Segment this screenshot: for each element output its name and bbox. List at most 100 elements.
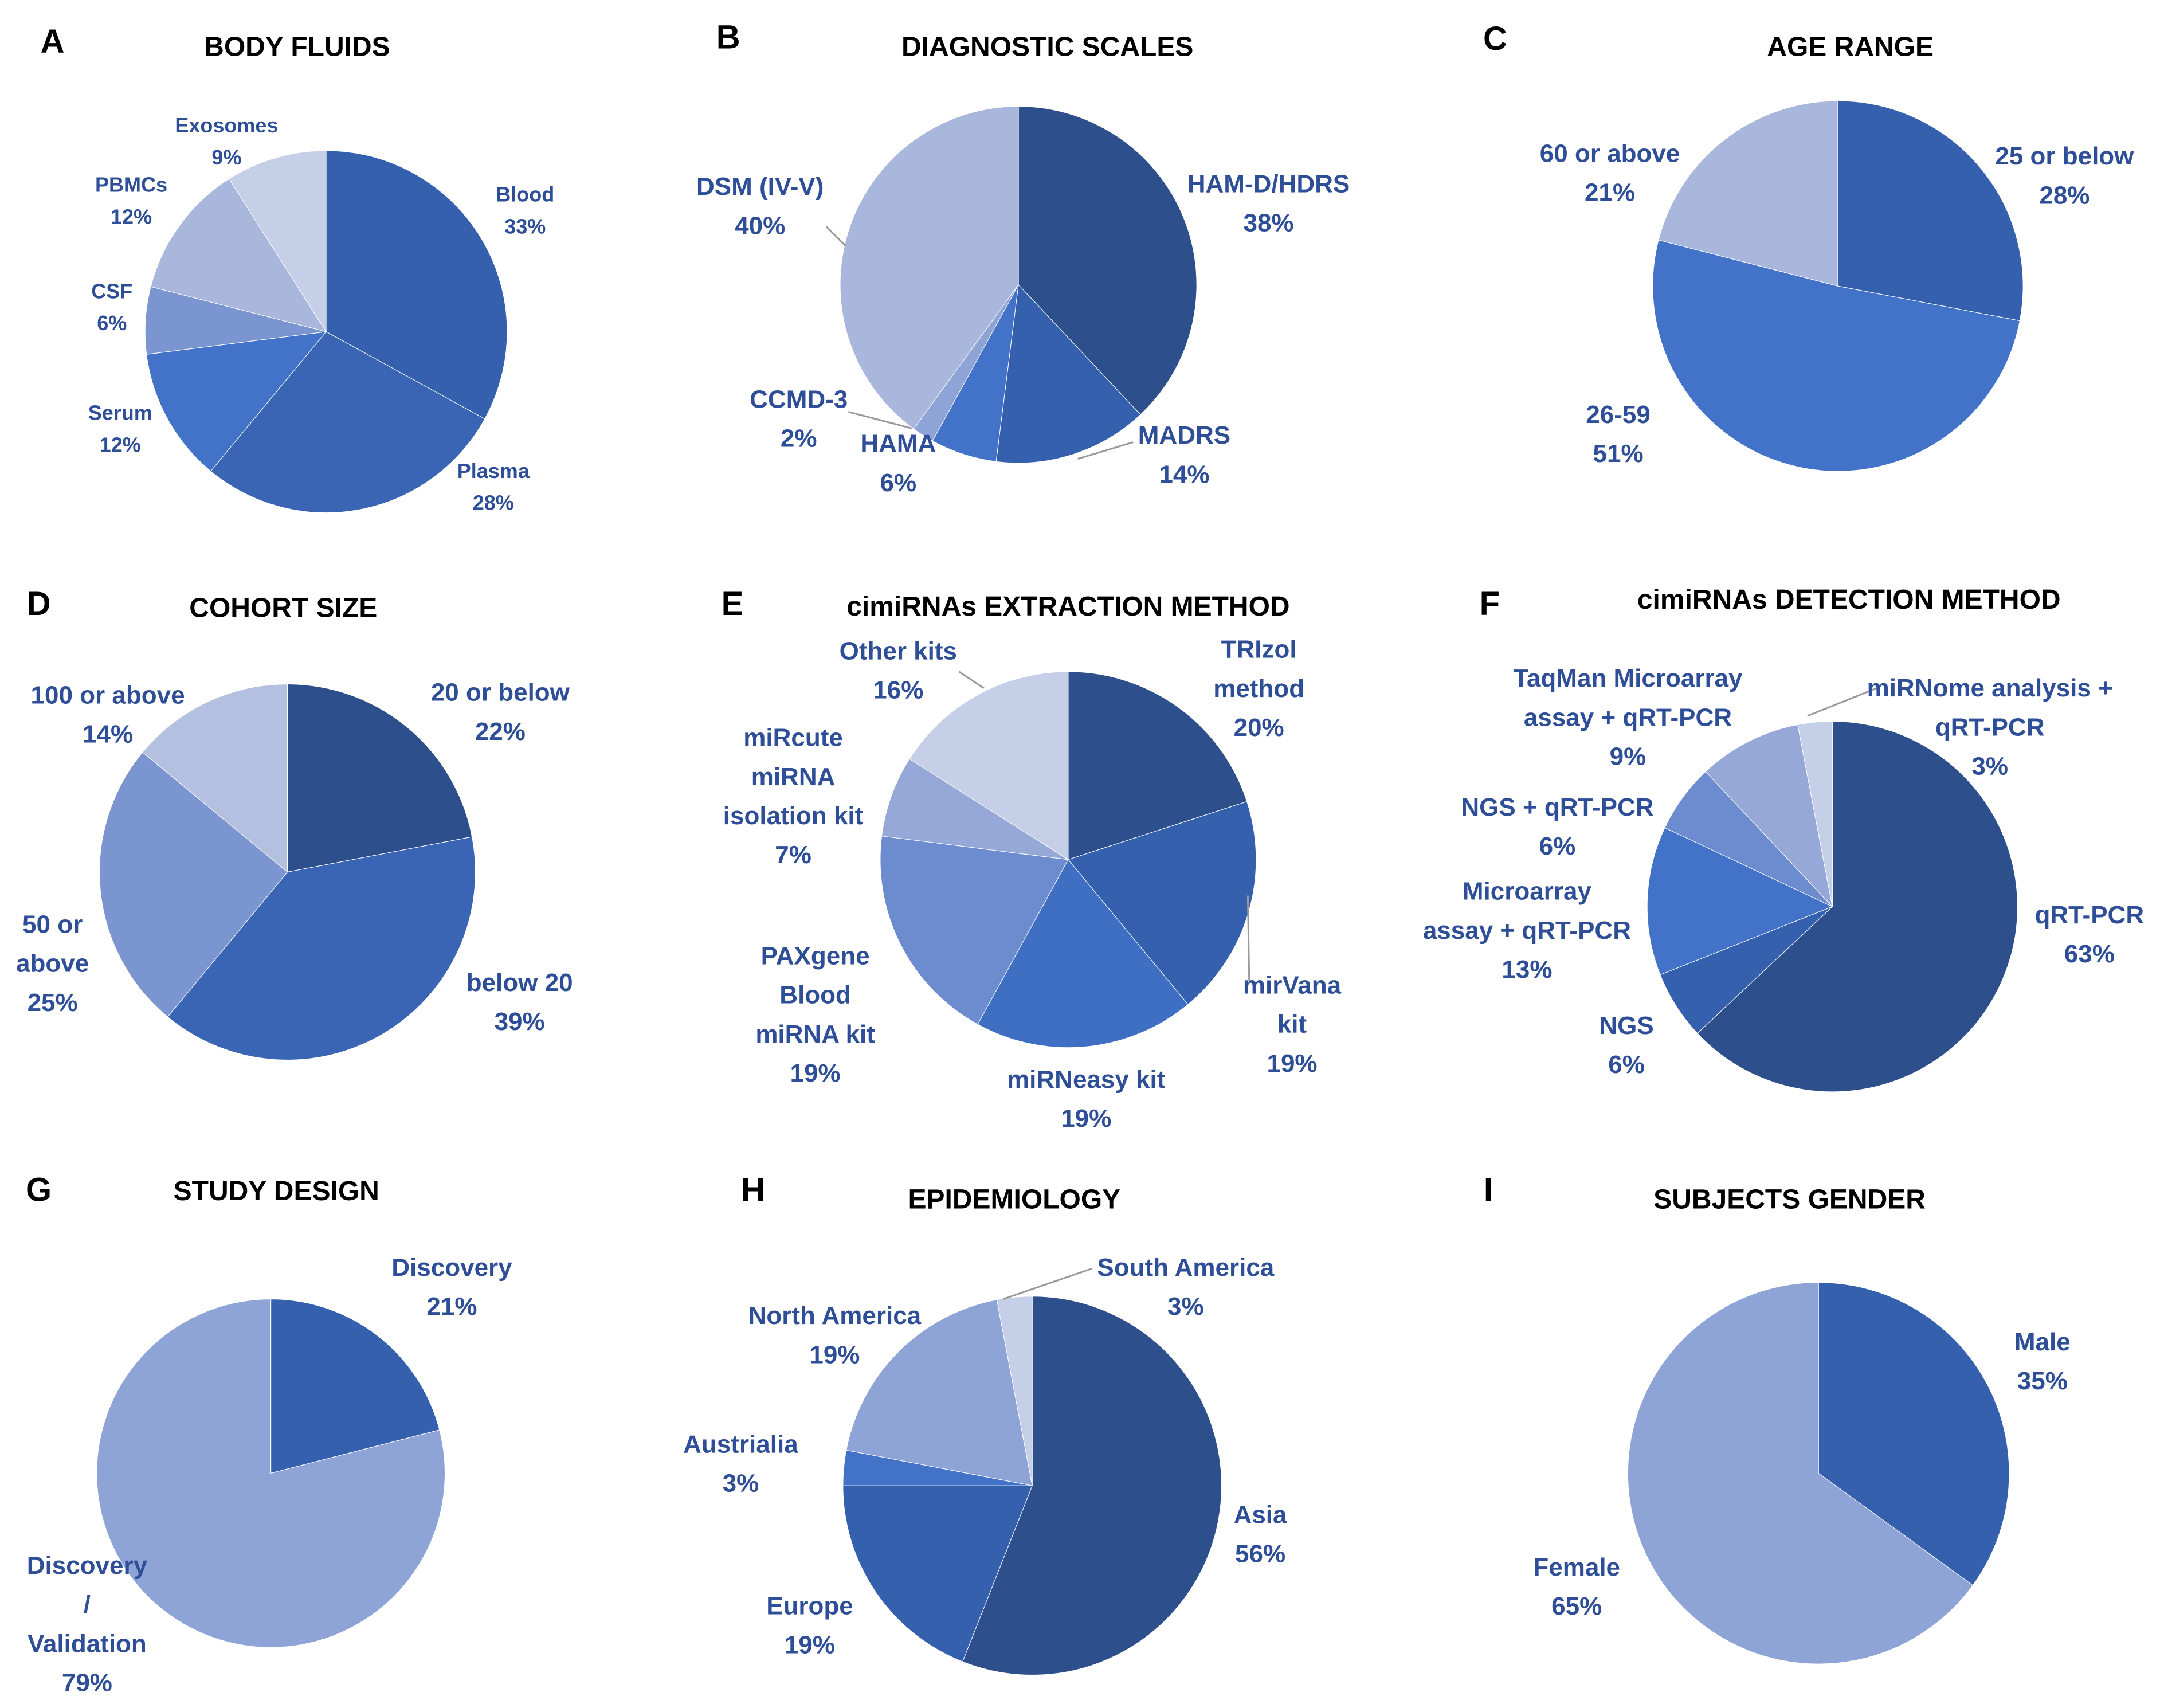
pie-slice-plasma bbox=[210, 331, 485, 514]
chart-title: EPIDEMIOLOGY bbox=[908, 1184, 1120, 1215]
leader-line bbox=[1077, 441, 1134, 460]
slice-label-ccmd-3: CCMD-3 2% bbox=[750, 385, 848, 452]
pie bbox=[840, 106, 1197, 464]
pie-slice-blood bbox=[326, 150, 508, 420]
slice-label-madrs: MADRS 14% bbox=[1138, 421, 1230, 488]
pie-slice-20-or-below bbox=[287, 684, 473, 873]
pie-slice-madrs bbox=[995, 284, 1141, 464]
panel-c: C AGE RANGE 25 or below 28% 26-59 51% 60 or ab… bbox=[1483, 20, 2134, 472]
slice-label-26-59: 26-59 51% bbox=[1586, 401, 1651, 468]
pie-slice-100-or-above bbox=[142, 684, 288, 873]
panel-b: B DIAGNOSTIC SCALES HAM-D/HDRS 38% MADRS 14% H… bbox=[696, 19, 1350, 497]
chart-title: cimiRNAs EXTRACTION METHOD bbox=[846, 591, 1289, 622]
slice-label-qrt-pcr: qRT-PCR 63% bbox=[2034, 900, 2144, 967]
slice-label-discovery-validation: Discovery / Validation 79% bbox=[27, 1551, 148, 1697]
slice-label-50-or-above: 50 or above 25% bbox=[16, 910, 89, 1016]
panel-h: H EPIDEMIOLOGY Asia 56% Europe 19% Austrialia 3… bbox=[683, 1172, 1287, 1675]
slice-label-20-or-below: 20 or below 22% bbox=[431, 678, 570, 745]
pie-slice-60-or-above bbox=[1658, 100, 1838, 287]
slice-label-mirnome-analysis-qrt-pcr: miRNome analysis + qRT-PCR 3% bbox=[1867, 674, 2113, 780]
chart-title: COHORT SIZE bbox=[189, 593, 377, 623]
pie bbox=[1652, 100, 2024, 472]
pie-slice-taqman-microarray-assay-qrt-pcr bbox=[1705, 724, 1833, 908]
panel-letter: G bbox=[26, 1172, 52, 1209]
pie-slice-male bbox=[1818, 1282, 2010, 1586]
panel-letter: I bbox=[1484, 1172, 1493, 1209]
panel-letter: D bbox=[27, 585, 51, 622]
slice-label-paxgene-blood-mirna-kit: PAXgene Blood miRNA kit 19% bbox=[755, 942, 875, 1087]
leader-line bbox=[825, 226, 846, 247]
panel-letter: C bbox=[1483, 20, 1507, 57]
leader-line bbox=[1807, 687, 1877, 717]
leader-line bbox=[958, 671, 985, 690]
leader-line bbox=[848, 411, 912, 429]
slice-label-south-america: South America 3% bbox=[1097, 1253, 1274, 1320]
panel-letter: F bbox=[1480, 585, 1500, 622]
pie-slice-mirnome-analysis-qrt-pcr bbox=[1797, 721, 1833, 907]
chart-title: DIAGNOSTIC SCALES bbox=[901, 32, 1193, 62]
pie bbox=[96, 1299, 445, 1648]
slice-label-pbmcs: PBMCs 12% bbox=[95, 173, 167, 228]
slice-label-asia: Asia 56% bbox=[1234, 1501, 1287, 1568]
slice-label-exosomes: Exosomes 9% bbox=[175, 113, 278, 169]
pie-slice-mirneasy-kit bbox=[977, 859, 1189, 1048]
slice-label-discovery: Discovery 21% bbox=[391, 1253, 512, 1320]
leader-line bbox=[1246, 895, 1250, 982]
slice-label-100-or-above: 100 or above 14% bbox=[31, 681, 185, 748]
slice-label-taqman-microarray-assay-qrt-pcr: TaqMan Microarray assay + qRT-PCR 9% bbox=[1513, 664, 1743, 770]
slice-label-60-or-above: 60 or above 21% bbox=[1540, 139, 1680, 206]
pie-slice-25-or-below bbox=[1837, 100, 2024, 322]
panel-letter: E bbox=[722, 585, 744, 622]
pie-slice-north-america bbox=[846, 1299, 1033, 1486]
slice-label-hama: HAMA 6% bbox=[860, 429, 936, 496]
panel-letter: H bbox=[741, 1172, 765, 1209]
pie-slice-pbmcs bbox=[150, 178, 327, 332]
pie bbox=[99, 684, 476, 1060]
slice-label-female: Female 65% bbox=[1533, 1553, 1620, 1620]
slice-label-25-or-below: 25 or below 28% bbox=[1995, 142, 2134, 209]
pie-slice-microarray-assay-qrt-pcr bbox=[1646, 827, 1833, 976]
pie-slice-paxgene-blood-mirna-kit bbox=[880, 836, 1069, 1025]
panel-d: D COHORT SIZE 20 or below 22% below 20 39% 50 … bbox=[16, 585, 573, 1060]
pie-slice-serum bbox=[146, 331, 327, 472]
slice-label-below-20: below 20 39% bbox=[466, 969, 573, 1036]
chart-title: SUBJECTS GENDER bbox=[1653, 1184, 1926, 1215]
pie bbox=[144, 150, 508, 514]
pie bbox=[842, 1296, 1222, 1675]
pie-slice-26-59 bbox=[1652, 240, 2020, 472]
pie-slice-other-kits bbox=[909, 671, 1069, 860]
pie-slice-dsm-iv-v bbox=[840, 106, 1019, 430]
slice-label-ngs: NGS 6% bbox=[1599, 1011, 1653, 1078]
slice-label-austrialia: Austrialia 3% bbox=[683, 1430, 798, 1497]
pie-slice-exosomes bbox=[229, 150, 327, 333]
slice-label-europe: Europe 19% bbox=[766, 1592, 853, 1659]
panel-letter: B bbox=[716, 19, 740, 56]
pie-slice-qrt-pcr bbox=[1697, 721, 2018, 1092]
slice-label-male: Male 35% bbox=[2014, 1327, 2071, 1394]
leader-line bbox=[1003, 1268, 1092, 1300]
pie-slice-mircute-mirna-isolation-kit bbox=[881, 758, 1069, 860]
chart-title: STUDY DESIGN bbox=[174, 1176, 379, 1206]
pie bbox=[1646, 721, 2018, 1092]
pie-slice-europe bbox=[842, 1485, 1033, 1662]
slice-label-north-america: North America 19% bbox=[748, 1302, 922, 1369]
panel-i: I SUBJECTS GENDER Male 35% Female 65% bbox=[1484, 1172, 2071, 1664]
chart-title: AGE RANGE bbox=[1767, 32, 1934, 62]
pie-slice-asia bbox=[962, 1296, 1222, 1675]
panel-g: G STUDY DESIGN Discovery 21% Discovery / Valid… bbox=[26, 1172, 512, 1697]
slice-label-serum: Serum 12% bbox=[88, 401, 152, 456]
pie bbox=[880, 671, 1257, 1048]
pie bbox=[1627, 1282, 2010, 1664]
pie-slice-south-america bbox=[996, 1296, 1033, 1486]
pie-slice-ngs-qrt-pcr bbox=[1664, 771, 1833, 907]
slice-label-plasma: Plasma 28% bbox=[457, 459, 530, 514]
pie-slice-ham-d-hdrs bbox=[1018, 106, 1197, 416]
slice-label-blood: Blood 33% bbox=[496, 182, 554, 238]
pie-slice-discovery bbox=[270, 1299, 440, 1474]
panel-a: A BODY FLUIDS Blood 33% Plasma 28% Serum 12% CSF… bbox=[41, 23, 555, 514]
pie-slice-ngs bbox=[1660, 906, 1833, 1034]
chart-title: BODY FLUIDS bbox=[204, 32, 390, 62]
